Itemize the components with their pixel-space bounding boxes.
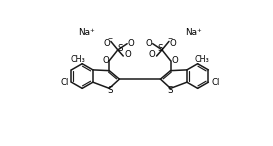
Text: O: O (127, 39, 134, 48)
Text: Cl: Cl (60, 78, 69, 87)
Text: O: O (124, 50, 131, 59)
Text: O: O (170, 39, 176, 48)
Text: Cl: Cl (211, 78, 219, 87)
Text: O: O (103, 39, 110, 48)
Text: CH₃: CH₃ (71, 55, 86, 64)
Text: O: O (146, 39, 152, 48)
Text: O: O (171, 56, 178, 65)
Text: O: O (149, 50, 155, 59)
Text: O: O (102, 56, 109, 65)
Text: Na⁺: Na⁺ (78, 28, 95, 37)
Text: CH₃: CH₃ (194, 55, 209, 64)
Text: Na⁺: Na⁺ (185, 28, 201, 37)
Text: −: − (167, 36, 172, 41)
Text: S: S (167, 86, 173, 95)
Text: S: S (157, 44, 162, 53)
Text: −: − (108, 36, 113, 41)
Text: S: S (117, 44, 123, 53)
Text: S: S (107, 86, 113, 95)
